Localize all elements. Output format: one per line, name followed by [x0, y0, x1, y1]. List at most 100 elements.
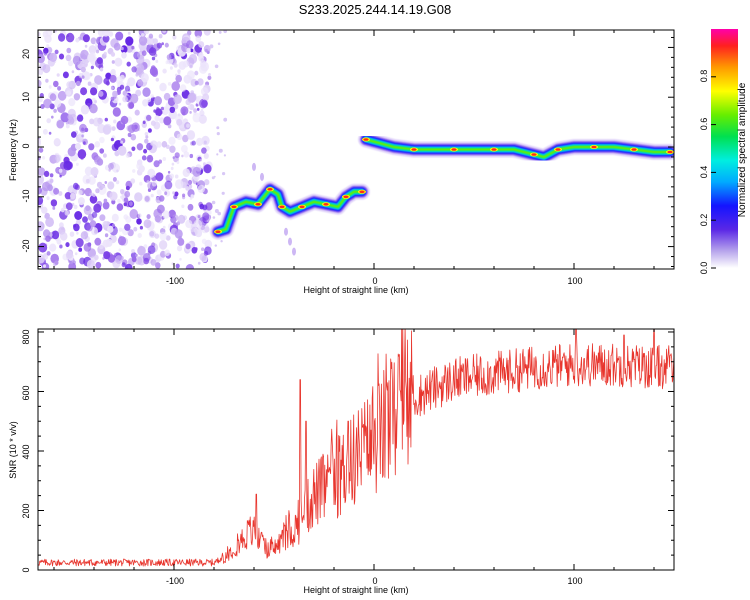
noise-blob — [183, 151, 190, 158]
noise-blob — [169, 145, 176, 153]
noise-blob — [38, 242, 48, 253]
noise-blob — [110, 96, 115, 102]
noise-blob — [142, 253, 151, 262]
noise-blob — [97, 123, 106, 134]
noise-blob — [38, 167, 46, 176]
ridge-hotspot — [231, 205, 237, 209]
ridge-hotspot — [631, 148, 637, 151]
noise-blob — [172, 191, 176, 195]
noise-blob — [49, 173, 54, 178]
noise-blob — [134, 109, 140, 116]
noise-blob — [148, 47, 157, 56]
noise-blob — [109, 191, 118, 201]
noise-blob — [156, 42, 162, 49]
noise-blob — [58, 168, 63, 173]
noise-blob — [120, 195, 123, 199]
noise-blob — [125, 44, 134, 53]
noise-blob — [181, 154, 184, 158]
noise-blob — [118, 102, 122, 106]
noise-blob — [94, 156, 102, 165]
ridge-hotspot — [363, 138, 369, 141]
ridge-tail — [292, 247, 296, 256]
ridge-hotspot — [215, 230, 221, 233]
noise-blob — [46, 118, 51, 124]
noise-blob — [139, 181, 143, 186]
noise-blob — [151, 180, 157, 187]
noise-blob — [80, 66, 86, 73]
noise-blob — [175, 74, 182, 83]
noise-blob — [76, 114, 84, 122]
noise-blob — [147, 168, 156, 178]
noise-blob — [203, 153, 209, 159]
noise-blob — [89, 194, 98, 204]
spectrogram-ridge — [210, 131, 674, 256]
noise-blob — [83, 71, 91, 81]
noise-blob — [156, 141, 162, 148]
noise-blob — [208, 73, 211, 77]
noise-blob — [220, 240, 223, 243]
noise-blob — [222, 172, 224, 175]
noise-blob — [95, 188, 100, 194]
noise-blob — [46, 251, 51, 256]
noise-blob — [90, 167, 99, 177]
noise-blob — [83, 205, 92, 215]
noise-blob — [121, 262, 126, 268]
ridge-hotspot — [451, 148, 457, 151]
noise-blob — [132, 169, 136, 173]
noise-blob — [154, 115, 160, 122]
noise-blob — [180, 106, 189, 116]
noise-blob — [129, 209, 139, 219]
noise-blob — [177, 72, 181, 75]
noise-blob — [42, 128, 48, 135]
noise-blob — [151, 69, 159, 77]
noise-blob — [76, 162, 79, 166]
noise-blob — [169, 173, 174, 179]
noise-blob — [167, 82, 172, 86]
noise-blob — [115, 31, 124, 41]
noise-blob — [49, 178, 54, 183]
noise-blob — [58, 53, 65, 60]
noise-blob — [76, 231, 79, 235]
noise-blob — [70, 192, 76, 200]
noise-blob — [176, 160, 180, 165]
noise-blob — [146, 154, 154, 163]
noise-blob — [88, 143, 95, 151]
noise-blob — [177, 214, 186, 224]
snr-panel: -100 0 100 Height of straight line (km) … — [8, 328, 675, 595]
noise-blob — [92, 194, 96, 198]
noise-blob — [126, 61, 131, 67]
noise-blob — [201, 99, 208, 108]
noise-blob — [138, 165, 145, 173]
top-xtick-label: 100 — [567, 276, 582, 286]
noise-blob — [68, 60, 73, 67]
noise-blob — [164, 249, 170, 257]
noise-blob — [131, 249, 135, 254]
top-ytick-label: -10 — [21, 189, 31, 202]
noise-blob — [155, 108, 163, 117]
noise-blob — [99, 148, 105, 154]
bottom-x-axis-label: Height of straight line (km) — [303, 585, 408, 595]
noise-blob — [133, 226, 138, 232]
noise-blob — [115, 180, 120, 185]
noise-blob — [158, 240, 168, 250]
noise-blob — [81, 75, 85, 79]
noise-blob — [205, 48, 208, 53]
noise-blob — [144, 195, 150, 202]
noise-blob — [57, 90, 67, 101]
noise-blob — [169, 106, 176, 114]
noise-blob — [110, 137, 114, 142]
colorbar-label: Normalized spectral amplitude — [737, 82, 748, 217]
noise-blob — [177, 237, 185, 246]
noise-blob — [120, 46, 124, 51]
top-ytick-label: -20 — [21, 239, 31, 252]
noise-blob — [45, 217, 54, 228]
noise-blob — [209, 44, 214, 49]
noise-blob — [172, 34, 177, 40]
noise-blob — [94, 75, 103, 85]
noise-blob — [38, 138, 41, 145]
noise-blob — [137, 79, 143, 87]
noise-blob — [159, 82, 167, 92]
noise-blob — [47, 184, 53, 192]
noise-blob — [223, 30, 227, 34]
noise-blob — [181, 204, 185, 209]
